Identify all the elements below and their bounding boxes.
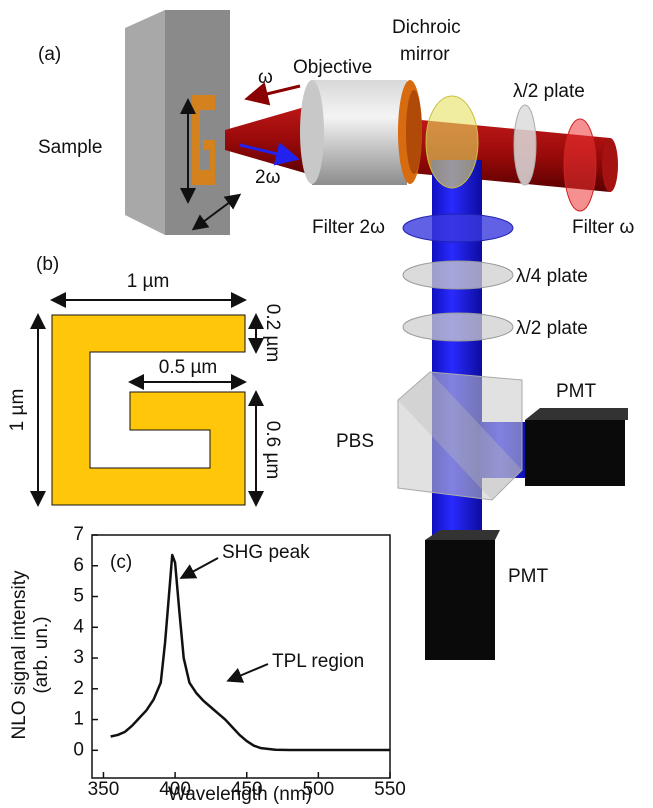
- x-tick-label: 400: [159, 779, 191, 800]
- label: 2ω: [255, 167, 281, 188]
- x-tick-label: 350: [88, 779, 120, 800]
- y-tick-label: 0: [73, 739, 84, 760]
- y-tick-label: 3: [73, 647, 84, 668]
- label: ω: [258, 67, 273, 88]
- label: Sample: [38, 137, 102, 158]
- panel-label: (b): [36, 254, 59, 275]
- x-tick-label: 450: [231, 779, 263, 800]
- half-wave-plate-top: [514, 105, 536, 185]
- label: PBS: [336, 431, 374, 452]
- filter-two-omega: [403, 214, 513, 242]
- objective: [312, 80, 407, 185]
- pmt-right: [525, 420, 625, 486]
- y-tick-label: 2: [73, 678, 84, 699]
- annotation: SHG peak: [222, 542, 310, 563]
- y-tick-label: 1: [73, 709, 84, 730]
- sample-g: [192, 95, 215, 185]
- y-tick-label: 7: [73, 524, 84, 545]
- annotation: TPL region: [272, 651, 364, 672]
- y-axis-title: (arb. un.): [31, 616, 52, 693]
- panel-label: (c): [110, 552, 132, 573]
- dimension-label: 0.2 µm: [262, 304, 283, 362]
- dimension-label: 0.5 µm: [159, 357, 217, 378]
- label: Filter 2ω: [312, 217, 385, 238]
- x-tick-label: 500: [303, 779, 335, 800]
- y-tick-label: 5: [73, 586, 84, 607]
- label: PMT: [508, 566, 549, 587]
- label: Dichroic: [392, 17, 461, 38]
- dichroic-mirror: [426, 96, 478, 188]
- label: PMT: [556, 381, 597, 402]
- red-beam-end: [602, 138, 618, 192]
- panel-label: (a): [38, 44, 61, 65]
- dimension-label: 1 µm: [7, 389, 28, 432]
- objective-end: [300, 80, 324, 184]
- label: Filter ω: [572, 217, 635, 238]
- y-tick-label: 6: [73, 555, 84, 576]
- label: Objective: [293, 57, 372, 78]
- figure: (a) Sample ω 2ω Objective Dichroic mirro…: [0, 0, 653, 808]
- annotation-arrow: [183, 558, 218, 577]
- chart: (c) Wavelength (nm) NLO signal intensity…: [9, 524, 406, 805]
- pmt-bottom: [425, 540, 495, 660]
- y-axis-title: NLO signal intensity: [9, 570, 30, 739]
- x-tick-label: 550: [374, 779, 406, 800]
- filter-omega: [564, 119, 596, 211]
- label: λ/2 plate: [513, 81, 585, 102]
- label: mirror: [400, 44, 450, 65]
- g-shape: [52, 315, 245, 505]
- annotation-arrow: [230, 664, 268, 680]
- quarter-wave-plate: [403, 261, 513, 289]
- pmt-right-top: [525, 408, 628, 420]
- dimension-label: 1 µm: [127, 271, 170, 292]
- label: λ/4 plate: [516, 266, 588, 287]
- half-wave-plate: [403, 313, 513, 341]
- dimension-label: 0.6 µm: [262, 421, 283, 479]
- sample-side: [125, 10, 165, 235]
- label: λ/2 plate: [516, 318, 588, 339]
- y-tick-label: 4: [73, 616, 84, 637]
- objective-lens: [406, 90, 422, 174]
